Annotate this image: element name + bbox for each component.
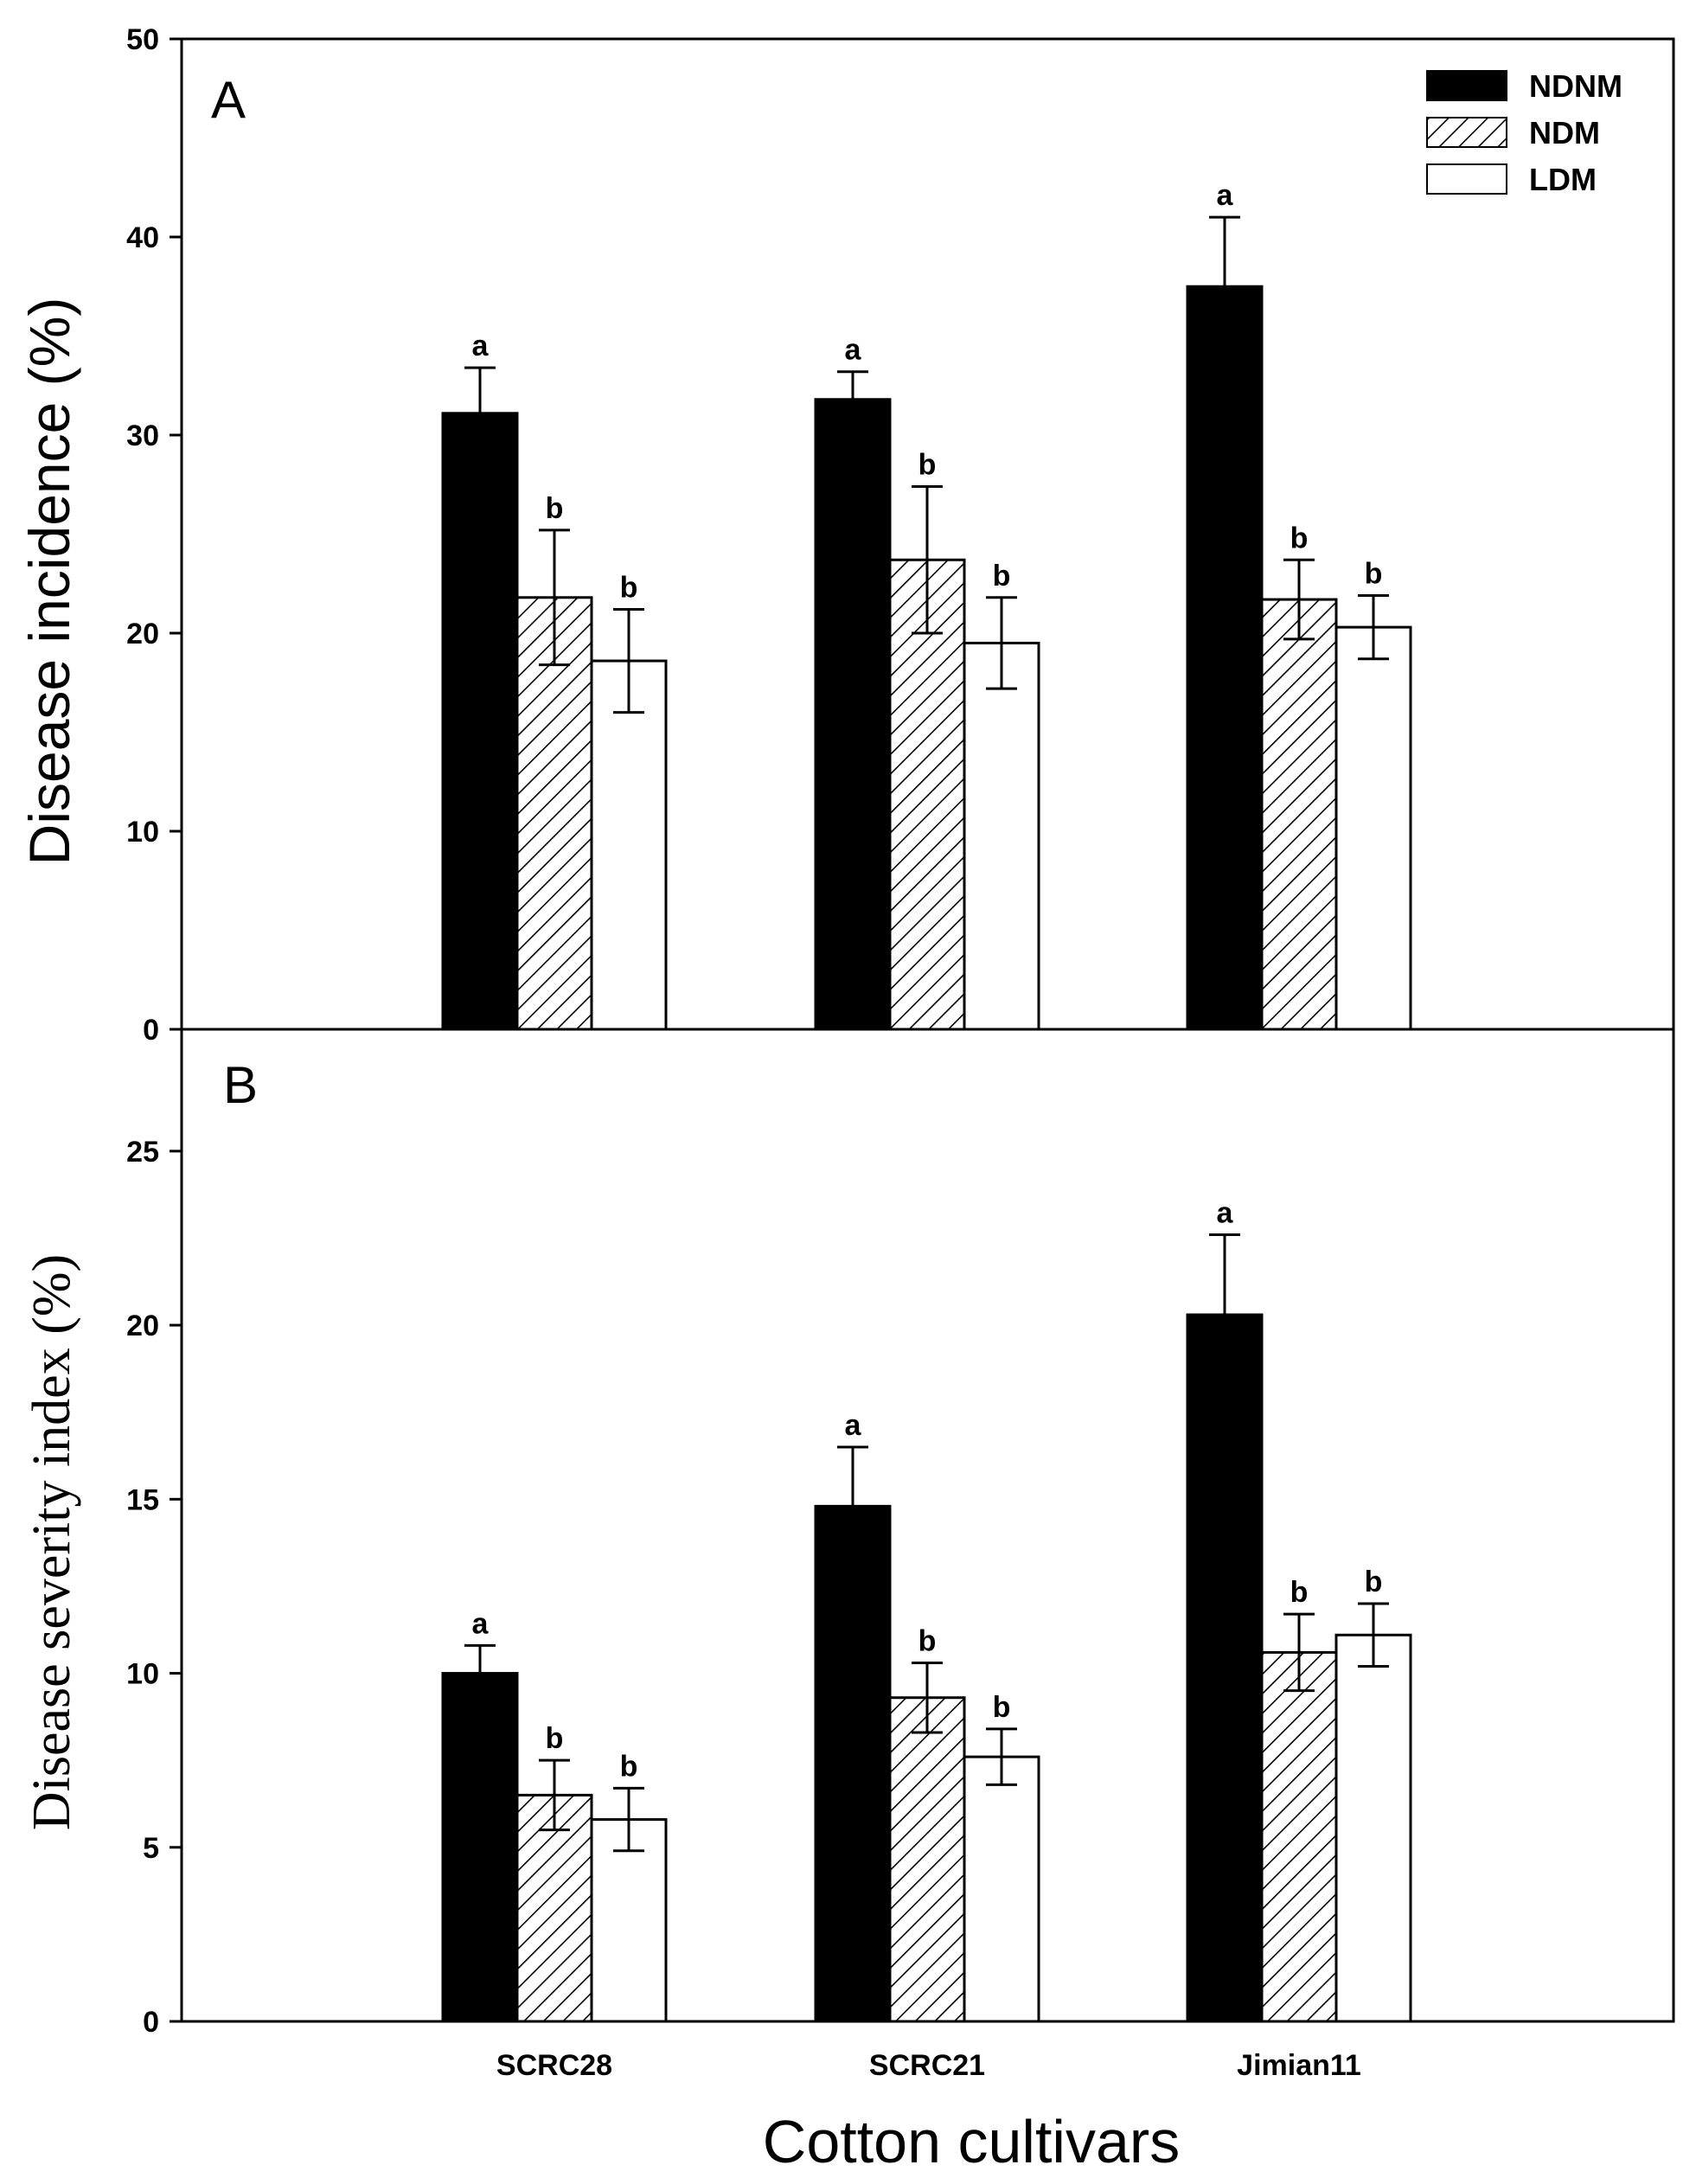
panel-a-y-tick-label: 10 xyxy=(126,816,159,849)
legend-swatch-ndm xyxy=(1426,117,1507,148)
x-category-label: SCRC21 xyxy=(869,2049,985,2082)
panel-a-significance-label: a xyxy=(1217,179,1234,212)
panel-b-bar-ldm-jimian11 xyxy=(1334,1633,1412,2023)
panel-a-bar-ndnm-scrc21 xyxy=(814,398,892,1031)
panel-b-significance-label: b xyxy=(620,1750,638,1783)
panel-a-bar-ndm-jimian11 xyxy=(1260,598,1338,1031)
x-axis-label: Cotton cultivars xyxy=(763,2108,1180,2175)
panel-b-y-tick-label: 25 xyxy=(126,1136,159,1169)
panel-a-bar-ldm-scrc21 xyxy=(963,641,1040,1031)
panel-b-bar-ndnm-scrc28 xyxy=(441,1672,519,2023)
panel-a-significance-label: a xyxy=(472,330,490,362)
panel-a-significance-label: b xyxy=(1290,522,1309,554)
panel-a-significance-label: b xyxy=(546,492,564,525)
panel-a-bar-ndm-scrc21 xyxy=(888,558,966,1031)
panel-a-y-axis-label: Disease incidence (%) xyxy=(17,298,81,866)
panel-a-letter: A xyxy=(211,71,246,129)
panel-a-bar-ldm-jimian11 xyxy=(1334,625,1412,1031)
panel-a-y-tick-label: 20 xyxy=(126,618,159,650)
panel-b-y-axis-label: Disease severity index (%) xyxy=(22,1254,81,1830)
panel-b-significance-label: a xyxy=(472,1607,490,1640)
panel-b-bar-ndnm-jimian11 xyxy=(1186,1313,1264,2023)
panel-b-y-tick-label: 15 xyxy=(126,1483,159,1516)
panel-b-significance-label: a xyxy=(1217,1196,1234,1229)
legend-label-ldm: LDM xyxy=(1529,162,1597,197)
panel-a-significance-label: b xyxy=(620,572,638,605)
legend-label-ndnm: NDNM xyxy=(1529,68,1622,104)
panel-b-significance-label: b xyxy=(993,1691,1011,1724)
legend-label-ndm: NDM xyxy=(1529,115,1600,151)
panel-a-bar-ldm-scrc28 xyxy=(590,659,668,1031)
panel-b-significance-label: b xyxy=(1290,1576,1309,1609)
panel-b-significance-label: b xyxy=(1365,1566,1383,1598)
panel-a-significance-label: a xyxy=(845,334,862,367)
panel-b-letter: B xyxy=(223,1056,258,1114)
panel-a-significance-label: b xyxy=(993,560,1011,592)
x-category-label: SCRC28 xyxy=(496,2049,612,2082)
panel-a-significance-label: b xyxy=(918,449,937,482)
panel-b-y-tick-label: 0 xyxy=(143,2006,159,2039)
panel-a-bar-ndnm-scrc28 xyxy=(441,412,519,1031)
panel-b-significance-label: a xyxy=(845,1409,862,1442)
panel-a-y-tick-label: 0 xyxy=(143,1014,159,1047)
panel-b-y-tick-label: 10 xyxy=(126,1658,159,1691)
panel-a-y-tick-label: 30 xyxy=(126,420,159,452)
panel-b-significance-label: b xyxy=(918,1624,937,1657)
panel-b-bar-ndm-jimian11 xyxy=(1260,1650,1338,2023)
panel-b-disease-severity: 0 5 10 15 20 25 a a a b b b b b b SCRC28 SCRC21 Jimian11 xyxy=(126,1028,1675,2082)
panel-b-bar-ndnm-scrc21 xyxy=(814,1504,892,2023)
panel-a-y-tick-label: 50 xyxy=(126,23,159,56)
panel-a-disease-incidence: 0 10 20 30 40 50 a a a b b b b b b xyxy=(126,23,1675,1047)
legend-swatch-ldm xyxy=(1426,163,1507,195)
panel-a-significance-label: b xyxy=(1365,557,1383,590)
x-category-label: Jimian11 xyxy=(1237,2049,1361,2082)
panel-b-bar-ndm-scrc21 xyxy=(888,1696,966,2023)
legend: NDNM NDM LDM xyxy=(1426,68,1622,197)
panel-b-y-tick-label: 20 xyxy=(126,1310,159,1342)
panel-a-bar-ndnm-jimian11 xyxy=(1186,285,1264,1031)
panel-b-significance-label: b xyxy=(546,1722,564,1755)
panel-b-y-tick-label: 5 xyxy=(143,1832,159,1865)
legend-swatch-ndnm xyxy=(1426,70,1507,101)
panel-a-y-tick-label: 40 xyxy=(126,221,159,254)
panel-b-bar-ldm-scrc21 xyxy=(963,1755,1040,2023)
